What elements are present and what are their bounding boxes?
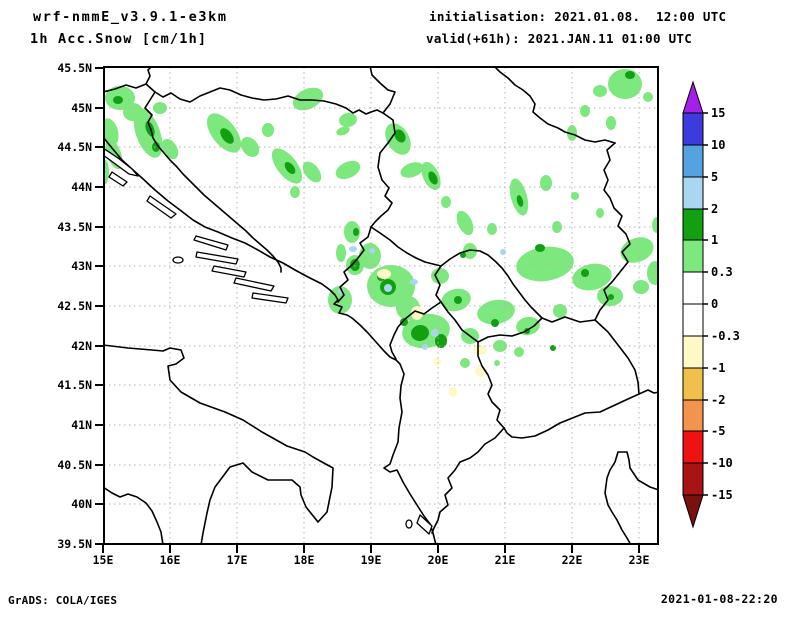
island — [405, 519, 413, 529]
border-montenegro-kosovo — [434, 265, 442, 303]
lat-tick-label: 41N — [71, 418, 92, 432]
lon-tick-label: 18E — [294, 553, 315, 567]
model-title: wrf-nmmE_v3.9.1-e3km — [33, 9, 228, 25]
border-albania-greece — [431, 427, 505, 534]
negative-shading — [377, 269, 487, 397]
colorbar-ticks — [703, 112, 708, 496]
border-drina — [370, 112, 396, 228]
lon-tick-label: 15E — [93, 553, 114, 567]
colorbar-label: -15 — [711, 488, 733, 502]
lon-tick-label: 17E — [227, 553, 248, 567]
snow-shading-2to5 — [338, 246, 506, 350]
island — [251, 292, 289, 304]
lon-tick-label: 19E — [361, 553, 382, 567]
colorbar: 15 10 5 2 1 0.3 0 -0.3 -1 -2 -5 -10 -15 — [682, 80, 740, 529]
border-slovenia-croatia — [104, 67, 153, 93]
coast-adriatic-east — [104, 136, 437, 544]
country-borders — [104, 67, 658, 544]
lon-tick-label: 20E — [428, 553, 449, 567]
colorbar-label: 0 — [711, 297, 718, 311]
island — [233, 277, 275, 292]
lon-tick-label: 16E — [160, 553, 181, 567]
border-croatia-serbia — [369, 67, 396, 114]
lon-tick-label: 22E — [562, 553, 583, 567]
colorbar-label: 5 — [711, 170, 718, 184]
border-macedonia-albania — [477, 341, 505, 429]
lat-tick-label: 45.5N — [57, 61, 92, 75]
lat-tick-label: 39.5N — [57, 537, 92, 551]
lon-tick-label: 21E — [495, 553, 516, 567]
colorbar-label: 2 — [711, 202, 718, 216]
lat-tick-label: 44.5N — [57, 140, 92, 154]
coast-greece-aegean — [604, 451, 658, 544]
lon-axis: 15E 16E 17E 18E 19E 20E 21E 22E 23E — [93, 545, 650, 567]
snow-shading-light — [104, 69, 658, 368]
lat-tick-label: 40N — [71, 497, 92, 511]
lat-tick-label: 44N — [71, 180, 92, 194]
border-macedonia-north — [477, 316, 596, 343]
border-bosnia-west — [144, 91, 282, 273]
border-bosnia-montenegro — [337, 226, 372, 303]
border-macedonia-greece — [503, 393, 640, 439]
island — [172, 256, 184, 264]
colorbar-label: -0.3 — [711, 329, 740, 343]
colorbar-label: -5 — [711, 424, 725, 438]
creation-timestamp: 2021-01-08-22:20 — [660, 592, 778, 606]
lat-tick-label: 42.5N — [57, 299, 92, 313]
colorbar-label: -2 — [711, 393, 725, 407]
island-corfu — [416, 514, 433, 535]
border-greece-bulgaria — [638, 389, 658, 395]
lat-tick-label: 41.5N — [57, 378, 92, 392]
coast-italy — [104, 344, 334, 544]
colorbar-label: -1 — [711, 361, 725, 375]
coast-calabria — [104, 486, 164, 544]
border-serbia-romania — [493, 67, 616, 144]
field-title: 1h Acc.Snow [cm/1h] — [30, 31, 208, 47]
colorbar-arrow-top — [682, 80, 704, 114]
border-serbia-kosovo — [440, 249, 543, 319]
island — [108, 171, 128, 187]
lat-tick-label: 45N — [71, 101, 92, 115]
map-frame — [103, 66, 659, 545]
island — [195, 251, 239, 265]
border-bosnia-north — [145, 83, 384, 115]
grads-credit: GrADS: COLA/IGES — [8, 594, 118, 607]
border-serbia-montenegro — [370, 226, 442, 267]
island — [193, 235, 229, 251]
colorbar-label: 0.3 — [711, 265, 733, 279]
border-montenegro-albania — [389, 301, 442, 360]
lat-tick-label: 43.5N — [57, 220, 92, 234]
colorbar-label: 10 — [711, 138, 725, 152]
initialisation-time: initialisation: 2021.01.08. 12:00 UTC — [429, 9, 727, 24]
border-macedonia-bulgaria — [594, 319, 640, 395]
border-serbia-bulgaria — [594, 142, 631, 321]
lat-tick-label: 42N — [71, 339, 92, 353]
colorbar-label: 15 — [711, 106, 725, 120]
lat-tick-label: 40.5N — [57, 458, 92, 472]
colorbar-arrow-bottom — [682, 494, 704, 529]
border-kosovo-albania — [440, 301, 479, 343]
lat-axis: 45.5N 45N 44.5N 44N 43.5N 43N 42.5N 42N … — [57, 61, 103, 551]
colorbar-label: 1 — [711, 233, 718, 247]
island — [146, 195, 177, 219]
colorbar-label: -10 — [711, 456, 733, 470]
island — [211, 265, 247, 278]
lat-tick-label: 43N — [71, 259, 92, 273]
valid-time: valid(+61h): 2021.JAN.11 01:00 UTC — [426, 31, 693, 46]
lon-tick-label: 23E — [629, 553, 650, 567]
